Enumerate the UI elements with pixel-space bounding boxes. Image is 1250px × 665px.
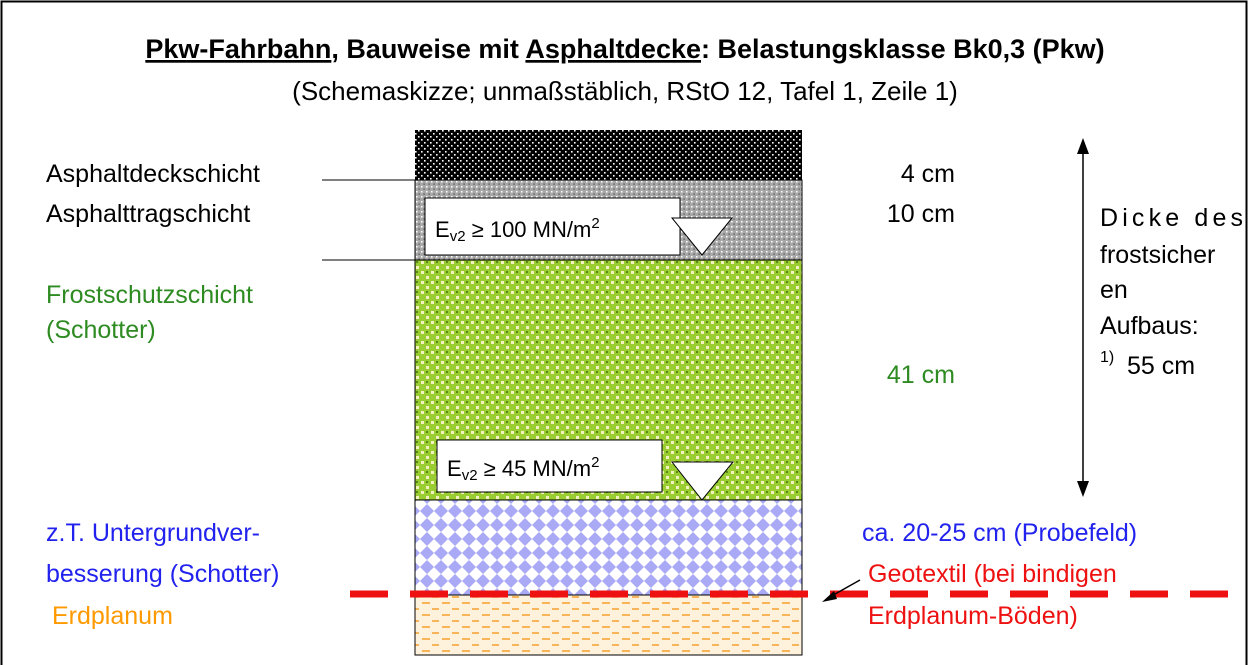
bearing-text: ≥ 100 MN/m <box>466 217 592 242</box>
symbol: E <box>435 217 450 242</box>
layer-label: besserung (Schotter) <box>46 560 279 588</box>
layer-label: (Schotter) <box>46 316 156 344</box>
symbol: E <box>447 456 462 481</box>
superscript: 2 <box>591 454 599 471</box>
subscript: v2 <box>462 467 478 484</box>
bearing-label: Ev2 ≥ 100 MN/m2 <box>435 215 600 245</box>
title-part: , Bauweise mit <box>331 34 525 64</box>
layer-label: Erdplanum <box>52 602 173 630</box>
total-label: en <box>1100 276 1128 304</box>
layer-label: Frostschutzschicht <box>46 281 253 309</box>
layer-deck <box>415 130 802 180</box>
thickness: 41 cm <box>887 361 955 389</box>
layer-label: Asphalttragschicht <box>46 200 250 228</box>
total-label: frostsicher <box>1100 241 1215 269</box>
title-part: Pkw-Fahrbahn <box>145 34 331 64</box>
thickness: 4 cm <box>901 160 955 188</box>
layer-earth <box>414 594 803 656</box>
title-part: Asphaltdecke <box>525 34 701 64</box>
thickness: 10 cm <box>887 200 955 228</box>
total-value: 55 cm <box>1127 352 1195 380</box>
layer-label: z.T. Untergrundver- <box>46 519 260 547</box>
arrow-head <box>1077 481 1089 497</box>
footnote: 1) <box>1100 349 1114 366</box>
title: Pkw-Fahrbahn, Bauweise mit Asphaltdecke:… <box>145 34 1104 64</box>
level-mark <box>670 217 734 256</box>
total-label: Dicke des <box>1100 204 1243 232</box>
superscript: 2 <box>591 215 599 232</box>
subscript: v2 <box>450 228 466 245</box>
bearing-box <box>424 197 681 256</box>
subtitle: (Schemaskizze; unmaßstäblich, RStO 12, T… <box>292 76 958 106</box>
geotextile-label: Geotextil (bei bindigen <box>868 560 1117 588</box>
pointer-head <box>822 591 837 602</box>
total-label: Aufbaus: <box>1100 312 1199 340</box>
bearing-text: ≥ 45 MN/m <box>478 456 592 481</box>
level-mark <box>670 461 735 501</box>
title-part: : Belastungsklasse Bk0,3 (Pkw) <box>701 34 1105 64</box>
layer-subgrade <box>414 499 803 596</box>
arrow-head <box>1077 138 1089 154</box>
bearing-box <box>436 439 663 493</box>
geotextile-label: Erdplanum-Böden) <box>868 602 1078 630</box>
bearing-label: Ev2 ≥ 45 MN/m2 <box>447 454 599 484</box>
thickness: ca. 20-25 cm (Probefeld) <box>862 519 1137 547</box>
layer-label: Asphaltdeckschicht <box>46 160 260 188</box>
